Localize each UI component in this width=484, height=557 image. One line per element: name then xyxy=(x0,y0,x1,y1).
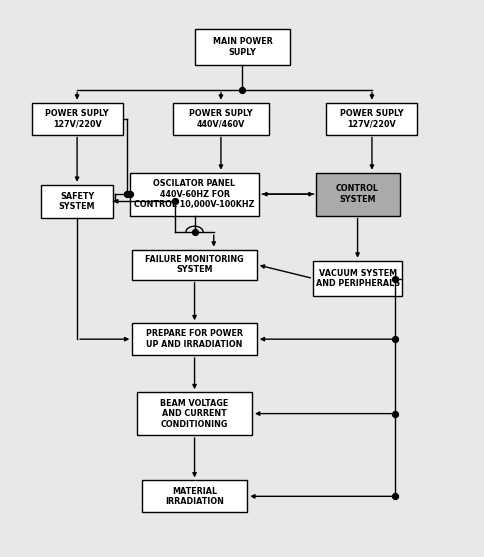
Text: BEAM VOLTAGE
AND CURRENT
CONDITIONING: BEAM VOLTAGE AND CURRENT CONDITIONING xyxy=(160,399,228,428)
Bar xyxy=(194,29,290,65)
Text: POWER SUPLY
440V/460V: POWER SUPLY 440V/460V xyxy=(189,109,252,128)
Bar xyxy=(41,185,113,218)
Bar xyxy=(137,392,252,435)
Text: CONTROL
SYSTEM: CONTROL SYSTEM xyxy=(335,184,378,204)
Point xyxy=(123,190,131,199)
Text: MATERIAL
IRRADIATION: MATERIAL IRRADIATION xyxy=(165,487,224,506)
Bar xyxy=(315,173,399,216)
Bar xyxy=(132,250,257,280)
Bar xyxy=(31,102,122,135)
Point xyxy=(390,492,398,501)
Point xyxy=(390,274,398,283)
Bar xyxy=(173,102,268,135)
Text: OSCILATOR PANEL
440V-60HZ FOR
CONTROL 10,000V-100KHZ: OSCILATOR PANEL 440V-60HZ FOR CONTROL 10… xyxy=(134,179,254,209)
Text: POWER SUPLY
127V/220V: POWER SUPLY 127V/220V xyxy=(45,109,109,128)
Text: POWER SUPLY
127V/220V: POWER SUPLY 127V/220V xyxy=(339,109,403,128)
Point xyxy=(190,228,198,237)
Bar xyxy=(326,102,417,135)
Bar xyxy=(130,173,259,216)
Text: VACUUM SYSTEM
AND PERIPHERALS: VACUUM SYSTEM AND PERIPHERALS xyxy=(315,269,399,288)
Point xyxy=(126,190,134,199)
Text: FAILURE MONITORING
SYSTEM: FAILURE MONITORING SYSTEM xyxy=(145,255,243,275)
Text: PREPARE FOR POWER
UP AND IRRADIATION: PREPARE FOR POWER UP AND IRRADIATION xyxy=(146,329,242,349)
Text: SAFETY
SYSTEM: SAFETY SYSTEM xyxy=(59,192,95,211)
Point xyxy=(390,409,398,418)
Point xyxy=(390,335,398,344)
Bar xyxy=(141,480,247,512)
Bar xyxy=(313,261,401,296)
Bar xyxy=(132,323,257,355)
Point xyxy=(171,197,179,206)
Point xyxy=(238,85,246,94)
Text: MAIN POWER
SUPLY: MAIN POWER SUPLY xyxy=(212,37,272,57)
